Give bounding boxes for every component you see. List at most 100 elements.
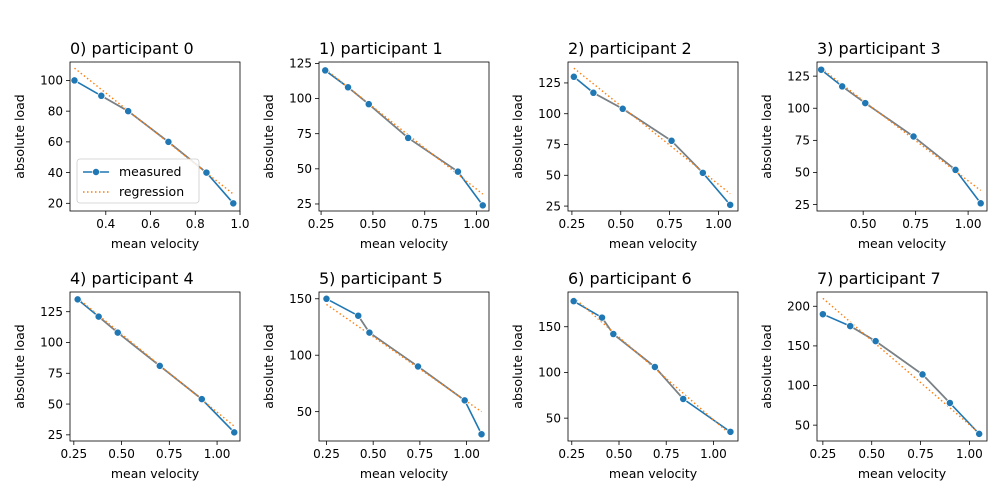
data-point xyxy=(322,294,331,303)
data-point xyxy=(365,328,374,337)
panel-title: 3) participant 3 xyxy=(817,39,941,58)
x-tick-label: 0.25 xyxy=(308,217,335,231)
x-tick-label: 0.75 xyxy=(411,217,438,231)
data-point xyxy=(73,295,82,304)
panel-7: 7) participant 7 mean velocity absolute lo… xyxy=(759,269,988,481)
x-tick-label: 0.25 xyxy=(810,447,837,461)
y-tick-label: 125 xyxy=(40,305,63,319)
x-tick-label: 0.50 xyxy=(607,217,634,231)
y-tick-label: 50 xyxy=(546,168,561,182)
data-point xyxy=(229,199,238,208)
panel-title: 4) participant 4 xyxy=(70,269,194,288)
plot-frame xyxy=(567,291,739,442)
x-tick-label: 1.00 xyxy=(204,447,231,461)
y-tick-label: 100 xyxy=(538,107,561,121)
x-tick-label: 1.00 xyxy=(705,217,732,231)
y-tick-label: 75 xyxy=(795,134,810,148)
data-point xyxy=(945,399,954,407)
data-point xyxy=(818,310,827,319)
data-point xyxy=(569,72,578,81)
data-point xyxy=(404,133,413,142)
plot-frame xyxy=(318,61,490,212)
data-point xyxy=(618,104,627,113)
panel-title: 7) participant 7 xyxy=(817,269,941,288)
panel-5: 5) participant 5 mean velocity absolute lo… xyxy=(261,269,490,481)
y-tick-label: 150 xyxy=(289,292,312,306)
data-point xyxy=(846,322,855,331)
y-axis-label: absolute load xyxy=(12,94,27,178)
overlay-line xyxy=(601,317,684,400)
data-point xyxy=(667,136,676,145)
y-tick-label: 25 xyxy=(795,198,810,212)
x-tick-label: 0.50 xyxy=(850,217,877,231)
y-axis-label: absolute load xyxy=(759,324,774,408)
x-tick-label: 0.50 xyxy=(858,447,885,461)
panel-1: 1) participant 1 mean velocity absolute lo… xyxy=(261,39,490,251)
y-tick-label: 75 xyxy=(546,138,561,152)
data-point xyxy=(726,200,735,209)
data-point xyxy=(202,168,211,177)
y-tick-label: 25 xyxy=(297,197,312,211)
x-tick-label: 1.00 xyxy=(956,447,983,461)
y-tick-label: 50 xyxy=(48,397,63,411)
data-point xyxy=(918,370,927,379)
regression-line xyxy=(820,67,982,192)
y-tick-label: 50 xyxy=(297,162,312,176)
y-tick-label: 200 xyxy=(787,299,810,313)
y-axis-label: absolute load xyxy=(510,324,525,408)
regression-line xyxy=(77,297,235,427)
y-tick-label: 100 xyxy=(289,348,312,362)
data-point xyxy=(698,168,707,177)
overlay-line xyxy=(849,325,951,404)
y-tick-label: 125 xyxy=(538,76,561,90)
x-tick-label: 0.75 xyxy=(653,447,680,461)
y-axis-label: absolute load xyxy=(12,324,27,408)
data-point xyxy=(364,100,373,109)
x-axis-label: mean velocity xyxy=(111,236,200,251)
plot-frame xyxy=(816,291,988,442)
plot-frame xyxy=(69,291,241,442)
x-tick-label: 0.50 xyxy=(606,447,633,461)
data-point xyxy=(460,396,469,405)
overlay-line xyxy=(347,86,459,173)
panel-title: 1) participant 1 xyxy=(319,39,443,58)
panel-4: 4) participant 4 mean velocity absolute lo… xyxy=(12,269,241,481)
data-point xyxy=(197,395,206,404)
data-point xyxy=(124,107,133,116)
y-tick-label: 150 xyxy=(787,339,810,353)
data-point xyxy=(478,201,487,210)
data-point xyxy=(861,99,870,108)
x-axis-label: mean velocity xyxy=(858,466,947,481)
y-tick-label: 100 xyxy=(289,92,312,106)
plot-frame xyxy=(567,61,739,212)
y-tick-label: 125 xyxy=(289,57,312,71)
x-tick-label: 0.25 xyxy=(559,217,586,231)
x-tick-label: 1.00 xyxy=(955,217,982,231)
data-point xyxy=(354,311,363,320)
data-point xyxy=(113,328,122,337)
data-point xyxy=(477,430,486,439)
data-point xyxy=(569,297,578,306)
y-tick-label: 25 xyxy=(48,428,63,442)
legend-measured-label: measured xyxy=(119,164,181,179)
data-point xyxy=(817,65,826,74)
regression-line xyxy=(573,67,731,195)
data-point xyxy=(589,88,598,97)
data-point xyxy=(155,361,164,370)
data-point xyxy=(976,199,985,208)
x-axis-label: mean velocity xyxy=(111,466,200,481)
data-point xyxy=(609,330,618,338)
data-point xyxy=(321,66,330,75)
data-point xyxy=(598,313,606,322)
data-point xyxy=(94,312,103,321)
y-tick-label: 40 xyxy=(48,166,63,180)
panel-2: 2) participant 2 mean velocity absolute lo… xyxy=(510,39,739,251)
y-tick-label: 80 xyxy=(48,104,63,118)
panel-title: 6) participant 6 xyxy=(568,269,692,288)
data-point xyxy=(453,167,462,176)
y-axis-label: absolute load xyxy=(510,94,525,178)
measured-line xyxy=(820,69,982,204)
y-tick-label: 50 xyxy=(795,166,810,180)
y-tick-label: 100 xyxy=(40,336,63,350)
